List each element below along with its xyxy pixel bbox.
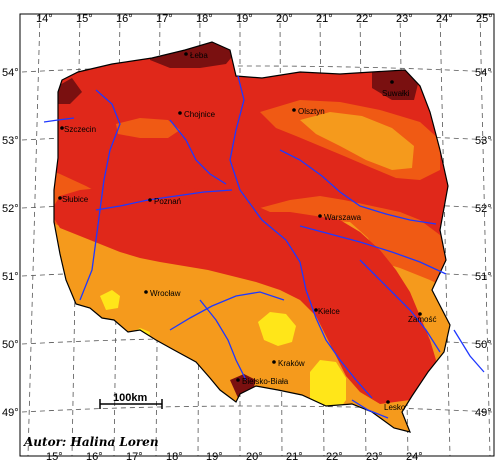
svg-text:52°: 52°	[475, 203, 492, 215]
svg-text:19°: 19°	[236, 13, 253, 25]
svg-text:21°: 21°	[316, 13, 333, 25]
svg-text:Słubice: Słubice	[62, 195, 89, 204]
city-leba[interactable]: Łeba	[184, 51, 208, 60]
svg-text:Kielce: Kielce	[318, 307, 340, 316]
svg-text:Bielsko-Biała: Bielsko-Biała	[242, 377, 289, 386]
city-warszawa[interactable]: Warszawa	[318, 213, 362, 222]
river-wieprz	[359, 259, 441, 353]
svg-text:18°: 18°	[196, 13, 213, 25]
river-san	[351, 399, 389, 419]
city-suwalki[interactable]: Suwałki	[382, 80, 410, 98]
country-border	[53, 41, 451, 433]
svg-text:Suwałki: Suwałki	[382, 89, 410, 98]
city-krakow[interactable]: Kraków	[272, 359, 305, 368]
svg-text:18°: 18°	[166, 451, 183, 463]
river-pilica	[169, 291, 285, 331]
city-olsztyn[interactable]: Olsztyn	[292, 107, 325, 116]
svg-text:Chojnice: Chojnice	[184, 110, 216, 119]
svg-text:23°: 23°	[396, 13, 413, 25]
svg-text:Olsztyn: Olsztyn	[298, 107, 325, 116]
zone-south-yellow-2	[310, 360, 346, 416]
svg-text:49°: 49°	[475, 407, 492, 419]
svg-text:Szczecin: Szczecin	[64, 125, 96, 134]
svg-text:20°: 20°	[246, 451, 263, 463]
lon-labels-top: 14° 15° 16° 17° 18° 19° 20° 21° 22° 23° …	[36, 13, 493, 25]
svg-text:16°: 16°	[86, 451, 103, 463]
zone-west-yellow	[100, 290, 120, 310]
river-oder	[79, 89, 121, 301]
svg-text:23°: 23°	[366, 451, 383, 463]
svg-text:17°: 17°	[126, 451, 143, 463]
svg-text:Zamość: Zamość	[408, 315, 436, 324]
river-warta	[95, 189, 233, 211]
svg-text:24°: 24°	[406, 451, 423, 463]
river-narew	[279, 149, 437, 225]
river-szczecin-lagoon	[43, 117, 75, 123]
svg-text:54°: 54°	[475, 67, 492, 79]
zone-south-yellow-1	[258, 312, 296, 346]
lat-labels-right: 54° 53° 52° 51° 50° 49°	[475, 67, 492, 419]
svg-text:21°: 21°	[286, 451, 303, 463]
scale-label: 100km	[113, 392, 147, 404]
city-chojnice[interactable]: Chojnice	[178, 110, 216, 119]
river-sola	[199, 299, 247, 381]
svg-text:15°: 15°	[46, 451, 63, 463]
svg-text:16°: 16°	[116, 13, 133, 25]
svg-text:20°: 20°	[276, 13, 293, 25]
svg-text:22°: 22°	[326, 451, 343, 463]
city-bielsko-biala[interactable]: Bielsko-Biała	[236, 377, 289, 386]
svg-text:54°: 54°	[2, 67, 19, 79]
city-slubice[interactable]: Słubice	[58, 195, 89, 204]
zone-west-lens	[116, 118, 180, 138]
city-kielce[interactable]: Kielce	[314, 307, 340, 316]
svg-text:51°: 51°	[475, 271, 492, 283]
svg-text:53°: 53°	[475, 135, 492, 147]
zone-northeast-core	[300, 112, 414, 170]
city-zamosc[interactable]: Zamość	[408, 312, 436, 324]
svg-text:50°: 50°	[2, 339, 19, 351]
svg-text:53°: 53°	[2, 135, 19, 147]
svg-text:Łeba: Łeba	[190, 51, 208, 60]
svg-text:Wrocław: Wrocław	[150, 289, 181, 298]
map-frame	[19, 13, 495, 457]
city-wroclaw[interactable]: Wrocław	[144, 289, 181, 298]
rivers	[43, 75, 485, 419]
lat-labels-left: 54° 53° 52° 51° 50° 49°	[2, 67, 19, 419]
svg-text:25°: 25°	[476, 13, 493, 25]
city-poznan[interactable]: Poznań	[148, 197, 181, 206]
river-bug	[299, 225, 447, 275]
svg-text:17°: 17°	[156, 13, 173, 25]
lon-labels-bottom: 15° 16° 17° 18° 19° 20° 21° 22° 23° 24°	[46, 451, 423, 463]
city-szczecin[interactable]: Szczecin	[60, 125, 96, 134]
svg-text:Warszawa: Warszawa	[324, 213, 362, 222]
river-east-1	[453, 329, 485, 373]
svg-text:15°: 15°	[76, 13, 93, 25]
author-signature: Autor: Halina Loren	[23, 435, 159, 449]
svg-text:19°: 19°	[206, 451, 223, 463]
cities: Łeba Suwałki Szczecin Chojnice Olsztyn S…	[58, 51, 436, 412]
svg-text:52°: 52°	[2, 203, 19, 215]
svg-text:51°: 51°	[2, 271, 19, 283]
city-lesko[interactable]: Lesko	[384, 400, 406, 412]
scale-bar: 100km	[99, 392, 163, 409]
svg-text:Lesko: Lesko	[384, 403, 406, 412]
zone-szczecin-dark	[58, 78, 82, 104]
svg-text:50°: 50°	[475, 339, 492, 351]
svg-text:Poznań: Poznań	[154, 197, 181, 206]
svg-text:49°: 49°	[2, 407, 19, 419]
svg-text:22°: 22°	[356, 13, 373, 25]
river-vistula	[229, 75, 373, 399]
river-notec	[169, 119, 227, 185]
svg-text:14°: 14°	[36, 13, 53, 25]
svg-text:24°: 24°	[436, 13, 453, 25]
svg-text:Kraków: Kraków	[278, 359, 305, 368]
